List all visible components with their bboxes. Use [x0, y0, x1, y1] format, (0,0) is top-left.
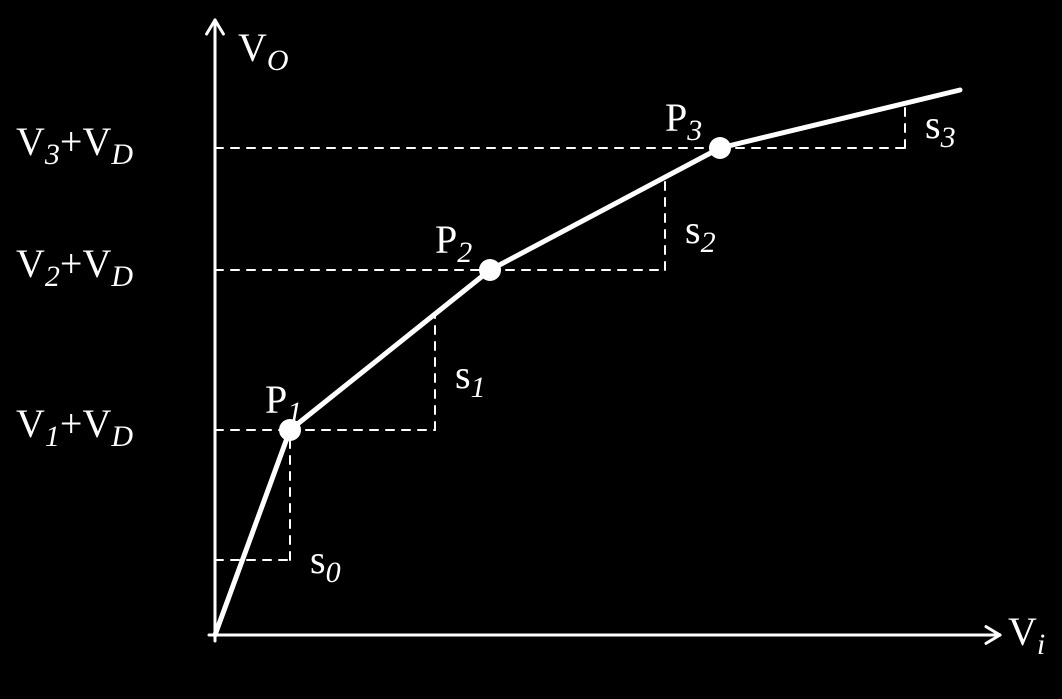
y-tick-label-V2: V2+VD	[16, 244, 133, 292]
breakpoint-P2	[479, 259, 501, 281]
slope-label-s1: s1	[455, 355, 486, 403]
point-label-P1: P1	[265, 380, 302, 428]
slope-label-s2: s2	[685, 210, 716, 258]
x-axis-label: Vi	[1008, 612, 1045, 660]
breakpoint-P3	[709, 137, 731, 159]
y-axis-label: VO	[238, 28, 289, 76]
point-label-P2: P2	[435, 220, 472, 268]
slope-label-s3: s3	[925, 105, 956, 153]
point-label-P3: P3	[665, 98, 702, 146]
transfer-curve-plot	[0, 0, 1062, 699]
slope-label-s0: s0	[310, 540, 341, 588]
y-tick-label-V1: V1+VD	[16, 404, 133, 452]
y-tick-label-V3: V3+VD	[16, 122, 133, 170]
